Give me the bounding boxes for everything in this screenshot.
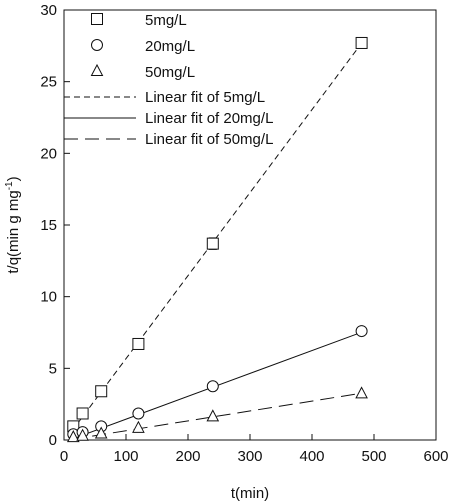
legend-label: 20mg/L	[145, 38, 195, 55]
y-tick-label: 25	[40, 74, 57, 91]
marker-square	[91, 13, 103, 25]
y-axis-title-sup: -1	[4, 181, 15, 190]
marker-circle	[355, 325, 368, 338]
marker-triangle	[66, 430, 80, 443]
y-axis-title-main: t/q(min g mg	[5, 190, 22, 273]
marker-square	[355, 36, 368, 49]
legend: 5mg/L 20mg/L 50mg/L Linear fit of 5mg/L Line…	[64, 12, 273, 148]
marker-triangle	[76, 428, 89, 441]
y-axis-title: t/q(min g mg-1)	[4, 176, 22, 273]
legend-label: 50mg/L	[145, 64, 195, 81]
y-tick-label: 0	[49, 432, 57, 449]
fit-line	[71, 41, 364, 432]
y-tick-label: 10	[40, 289, 57, 306]
marker-triangle	[90, 63, 104, 76]
marker-triangle	[355, 386, 368, 399]
marker-square	[206, 237, 219, 250]
marker-square	[76, 407, 89, 420]
x-tick-label: 0	[60, 448, 68, 465]
y-axis-title-close: )	[5, 176, 22, 181]
data-markers	[66, 36, 368, 443]
y-tick-label: 20	[40, 145, 57, 162]
legend-label: Linear fit of 50mg/L	[145, 131, 273, 148]
y-tick-label: 5	[49, 360, 57, 377]
x-tick-label: 600	[423, 448, 448, 465]
legend-label: Linear fit of 5mg/L	[145, 89, 265, 106]
marker-circle	[132, 407, 145, 420]
y-tick-label: 30	[40, 2, 57, 19]
marker-square	[95, 385, 108, 398]
x-tick-label: 100	[113, 448, 138, 465]
legend-label: 5mg/L	[145, 12, 187, 29]
x-axis-title: t(min)	[231, 485, 269, 502]
marker-circle	[91, 39, 103, 51]
y-axis: 0 5 10 15 20 25 30	[40, 2, 70, 449]
x-axis: 0 100 200 300 400 500 600	[60, 434, 449, 465]
marker-circle	[206, 380, 219, 393]
x-tick-label: 400	[299, 448, 324, 465]
x-tick-label: 300	[237, 448, 262, 465]
y-tick-label: 15	[40, 217, 57, 234]
marker-triangle	[132, 420, 145, 433]
marker-square	[132, 337, 145, 350]
x-tick-label: 500	[361, 448, 386, 465]
legend-label: Linear fit of 20mg/L	[145, 110, 273, 127]
x-tick-label: 200	[175, 448, 200, 465]
marker-triangle	[206, 409, 220, 422]
fit-line	[71, 392, 363, 440]
marker-triangle	[94, 426, 108, 439]
